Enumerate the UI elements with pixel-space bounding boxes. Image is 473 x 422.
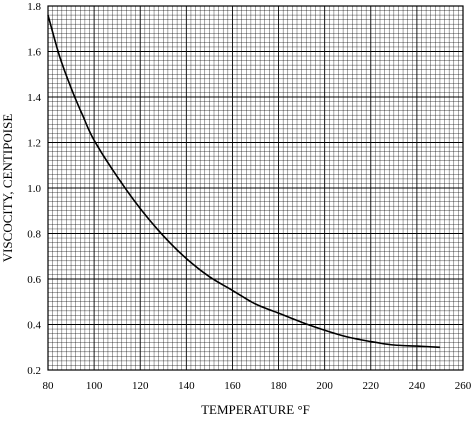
x-tick-label: 120: [132, 380, 149, 392]
y-tick-label: 0.8: [27, 229, 41, 241]
x-tick-label: 140: [178, 380, 195, 392]
y-tick-labels: 0.2 0.4 0.6 0.8 1.0 1.2 1.4 1.6 1.8: [27, 1, 41, 377]
y-tick-label: 1.2: [27, 138, 41, 150]
y-tick-label: 1.4: [27, 92, 41, 104]
x-tick-label: 160: [224, 380, 241, 392]
y-tick-label: 1.0: [27, 183, 41, 195]
x-tick-label: 240: [409, 380, 426, 392]
x-tick-label: 200: [316, 380, 333, 392]
plot-frame: [47, 5, 464, 371]
y-axis-title: VISCOCITY, CENTIPOISE: [0, 114, 15, 263]
x-tick-label: 180: [270, 380, 287, 392]
y-tick-label: 0.2: [27, 365, 41, 377]
x-tick-label: 220: [363, 380, 380, 392]
x-tick-label: 260: [455, 380, 472, 392]
x-tick-labels: 80 100 120 140 160 180 200 220 240 260: [43, 380, 472, 392]
x-tick-label: 100: [86, 380, 103, 392]
viscosity-curve: [47, 14, 440, 349]
y-tick-label: 1.6: [27, 47, 41, 59]
x-tick-label: 80: [43, 380, 55, 392]
y-tick-label: 0.6: [27, 274, 41, 286]
y-tick-label: 0.4: [27, 320, 41, 332]
y-tick-label: 1.8: [27, 1, 41, 13]
x-axis-title: TEMPERATURE °F: [201, 402, 310, 417]
